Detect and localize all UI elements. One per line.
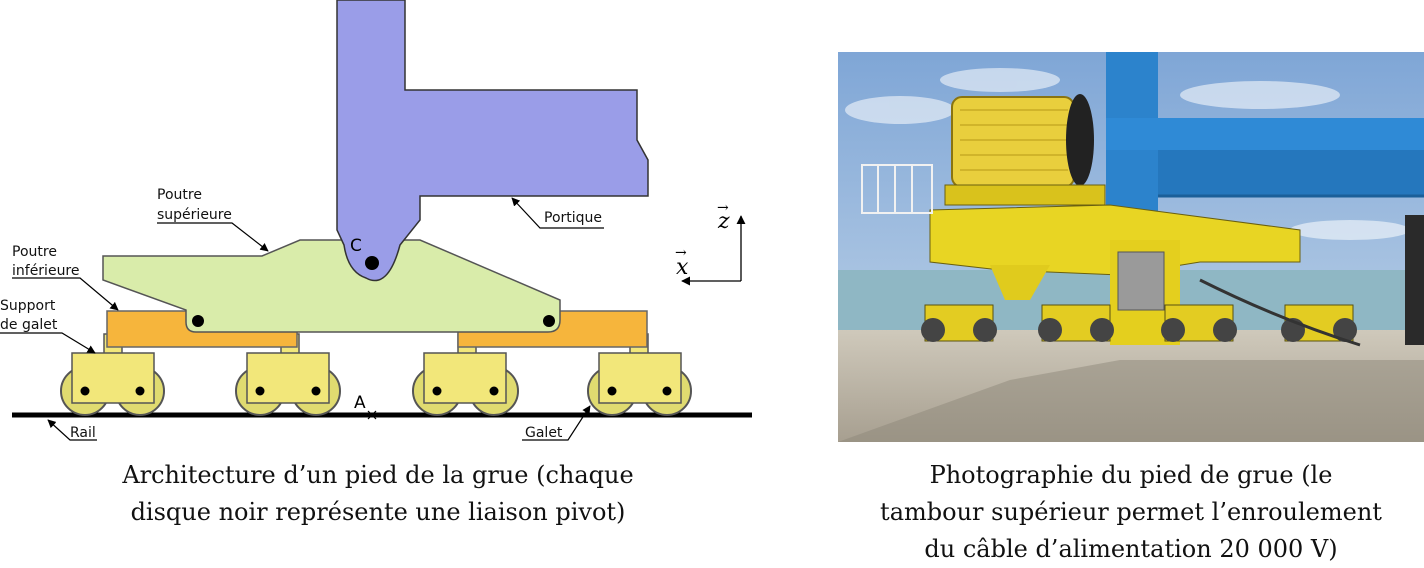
caption-right-line-2: tambour supérieur permet l’enroulement (880, 498, 1382, 526)
support-de-galet (71, 352, 155, 404)
pivot-point (543, 315, 555, 327)
pivot-point (311, 386, 321, 396)
caption-right-line-1: Photographie du pied de grue (le (929, 461, 1333, 489)
pivot-point (192, 315, 204, 327)
axis-x-label: x (676, 255, 689, 280)
point-a-cross-icon (367, 410, 377, 420)
label-support-galet-l2: de galet (0, 317, 58, 333)
label-rail: Rail (70, 425, 96, 441)
axis-x-vector-arrow: → (675, 245, 687, 261)
label-support-galet-l1: Support (0, 298, 56, 314)
crane-foot-photo (838, 52, 1424, 442)
label-poutre-inferieure-l1: Poutre (12, 244, 57, 260)
caption-right-line-3: du câble d’alimentation 20 000 V) (924, 535, 1338, 563)
support-de-galet (246, 352, 330, 404)
caption-architecture: Architecture d’un pied de la grue (chaqu… (78, 457, 678, 531)
pivot-point (432, 386, 442, 396)
caption-left-line-1: Architecture d’un pied de la grue (chaqu… (122, 461, 634, 489)
pivot-point (662, 386, 672, 396)
label-poutre-superieure-l2: supérieure (157, 207, 232, 223)
pivot-point (607, 386, 617, 396)
leader-lines (0, 197, 604, 441)
point-c-label: C (350, 236, 362, 256)
poutre-superieure (102, 239, 561, 333)
caption-photographie: Photographie du pied de grue (le tambour… (838, 457, 1424, 568)
pivot-point-c (365, 256, 379, 270)
liaisons-pivot (80, 256, 672, 396)
axis-z-vector-arrow: → (717, 200, 729, 216)
point-a-label: A (354, 393, 366, 413)
crane-diagram-figure: C A Poutre supérieure Poutre inférieure … (0, 0, 1424, 442)
galets (60, 366, 692, 416)
portique (336, 0, 649, 282)
pivot-point (489, 386, 499, 396)
label-portique: Portique (544, 210, 602, 226)
support-de-galet (423, 352, 507, 404)
support-de-galet (598, 352, 682, 404)
label-poutre-superieure-l1: Poutre (157, 187, 202, 203)
axes-frame: z → x → (675, 200, 746, 286)
axis-z-label: z (717, 209, 730, 234)
pivot-point (135, 386, 145, 396)
pivot-point (255, 386, 265, 396)
label-galet: Galet (525, 425, 563, 441)
label-poutre-inferieure-l2: inférieure (12, 263, 80, 279)
pivot-point (80, 386, 90, 396)
caption-left-line-2: disque noir représente une liaison pivot… (130, 498, 626, 526)
